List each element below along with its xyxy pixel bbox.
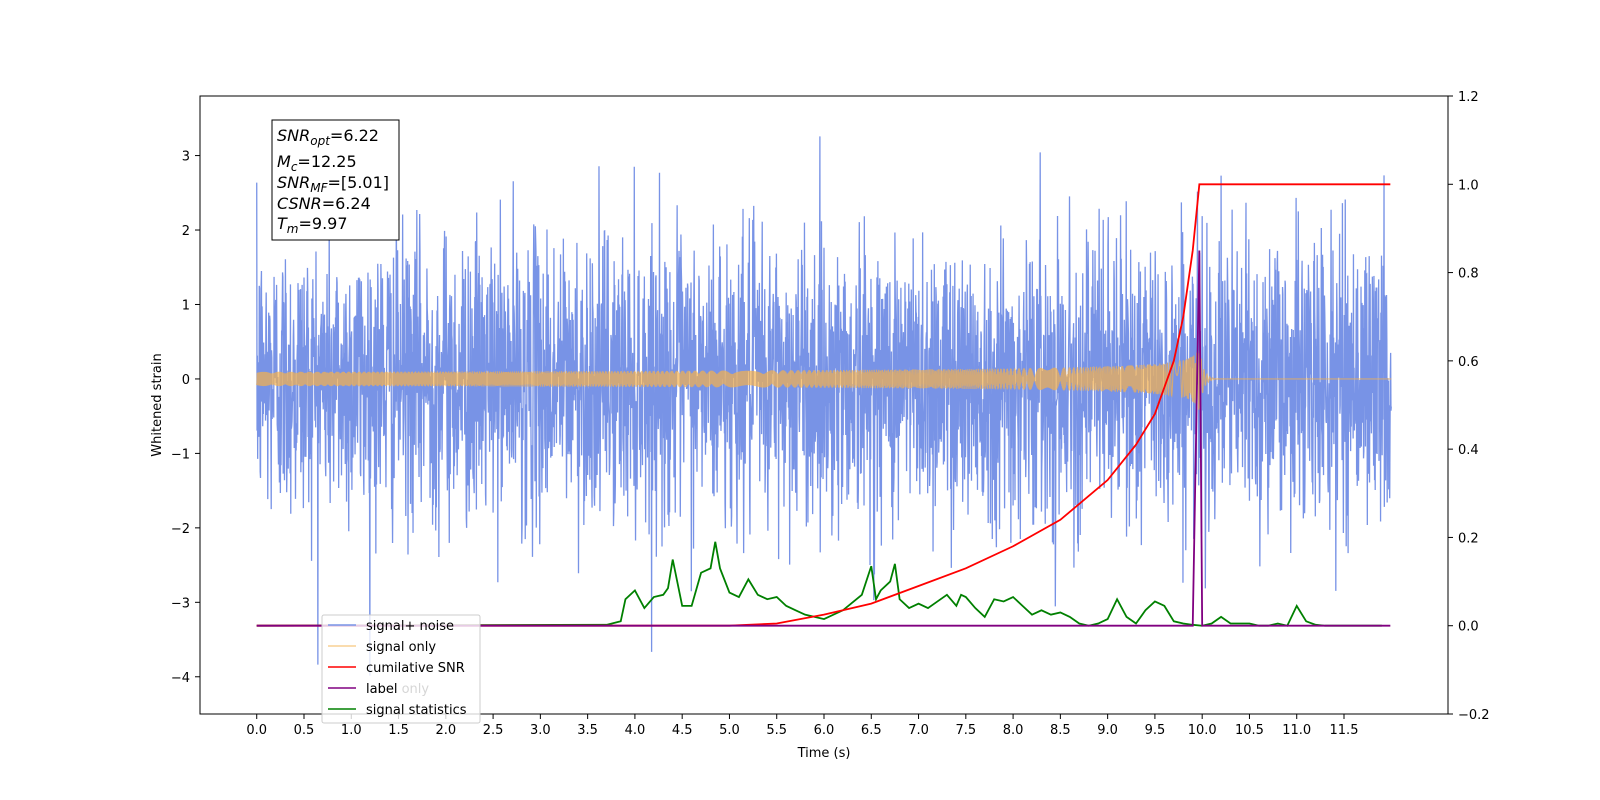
y-tick-label-left: −2 <box>171 522 190 537</box>
y-tick-label-right: 0.6 <box>1458 355 1479 370</box>
legend-item-label: label <box>328 682 397 697</box>
y-tick-label-left: −1 <box>171 447 190 462</box>
x-tick-label: 0.5 <box>294 723 315 738</box>
svg-text:label only: label only <box>366 682 429 697</box>
legend-item-signal-statistics: signal statistics <box>328 703 467 718</box>
y-tick-label-right: 0.0 <box>1458 620 1479 635</box>
y-tick-label-right: 1.0 <box>1458 178 1479 193</box>
y-axis-left: −4 −3 −2 −1 0 1 2 3 <box>171 150 200 686</box>
series-cumilative-snr <box>256 183 1391 627</box>
y-tick-label-left: −3 <box>171 596 190 611</box>
y-tick-label-right: −0.2 <box>1458 708 1490 723</box>
x-tick-label: 3.0 <box>530 723 551 738</box>
x-tick-label: 8.5 <box>1050 723 1071 738</box>
y-tick-label-right: 1.2 <box>1458 90 1479 105</box>
x-tick-label: 5.0 <box>719 723 740 738</box>
x-axis-title: Time (s) <box>797 746 851 761</box>
series-signal-noise <box>256 136 1392 676</box>
x-tick-label: 4.5 <box>672 723 693 738</box>
x-tick-label: 2.0 <box>435 723 456 738</box>
x-tick-label: 6.0 <box>814 723 835 738</box>
annotation-tm: Tm=9.97 <box>277 214 348 236</box>
x-tick-label: 8.0 <box>1003 723 1024 738</box>
x-tick-label: 4.0 <box>625 723 646 738</box>
legend-item-label-only: label only <box>366 682 429 697</box>
y-tick-label-right: 0.4 <box>1458 443 1479 458</box>
y-tick-label-right: 0.2 <box>1458 531 1479 546</box>
x-tick-label: 10.5 <box>1235 723 1264 738</box>
x-tick-label: 11.0 <box>1282 723 1311 738</box>
y-axis-right: −0.2 0.0 0.2 0.4 0.6 0.8 1.0 1.2 <box>1448 90 1490 723</box>
annotation-snr-opt: SNRopt=6.22 <box>277 126 379 148</box>
series-signal-statistics <box>256 541 1382 627</box>
x-tick-label: 11.5 <box>1330 723 1359 738</box>
svg-text:signal+ noise: signal+ noise <box>366 619 454 634</box>
annotation-csnr: CSNR=6.24 <box>277 194 371 213</box>
x-axis: 0.0 0.5 1.0 1.5 2.0 2.5 3.0 3.5 4.0 4.5 5.0 5.5 6.0 6… <box>246 714 1358 738</box>
x-tick-label: 1.5 <box>388 723 409 738</box>
x-tick-label: 1.0 <box>341 723 362 738</box>
x-tick-label: 0.0 <box>246 723 267 738</box>
x-tick-label: 10.0 <box>1188 723 1217 738</box>
svg-text:cumilative SNR: cumilative SNR <box>366 661 465 676</box>
legend-item-signal-noise: signal+ noise <box>328 619 454 634</box>
x-tick-label: 2.5 <box>483 723 504 738</box>
legend: signal+ noise signal only cumilative SNR… <box>321 614 481 724</box>
y-tick-label-left: 3 <box>182 150 190 165</box>
legend-item-signal-only: signal only <box>328 640 436 655</box>
annotation-box: SNRopt=6.22 Mc=12.25 SNRMF=[5.01] CSNR=6… <box>271 119 400 241</box>
legend-item-cumilative-snr: cumilative SNR <box>328 661 465 676</box>
svg-text:label: label <box>366 682 397 697</box>
annotation-snr-mf: SNRMF=[5.01] <box>277 173 389 195</box>
y-tick-label-left: 2 <box>182 224 190 239</box>
series-label <box>256 250 1391 627</box>
x-tick-label: 6.5 <box>861 723 882 738</box>
y-tick-label-left: −4 <box>171 671 190 686</box>
x-tick-label: 7.0 <box>908 723 929 738</box>
x-tick-label: 9.5 <box>1145 723 1166 738</box>
y-axis-title: Whitened strain <box>150 353 165 456</box>
series-layer <box>256 136 1392 676</box>
y-tick-label-left: 0 <box>182 373 190 388</box>
x-tick-label: 9.0 <box>1097 723 1118 738</box>
x-tick-label: 3.5 <box>577 723 598 738</box>
annotation-mc: Mc=12.25 <box>277 152 357 174</box>
y-tick-label-left: 1 <box>182 298 190 313</box>
svg-text:signal statistics: signal statistics <box>366 703 467 718</box>
y-tick-label-right: 0.8 <box>1458 267 1479 282</box>
series-signal-only <box>256 350 1392 410</box>
svg-text:signal only: signal only <box>366 640 436 655</box>
x-tick-label: 5.5 <box>766 723 787 738</box>
x-tick-label: 7.5 <box>955 723 976 738</box>
